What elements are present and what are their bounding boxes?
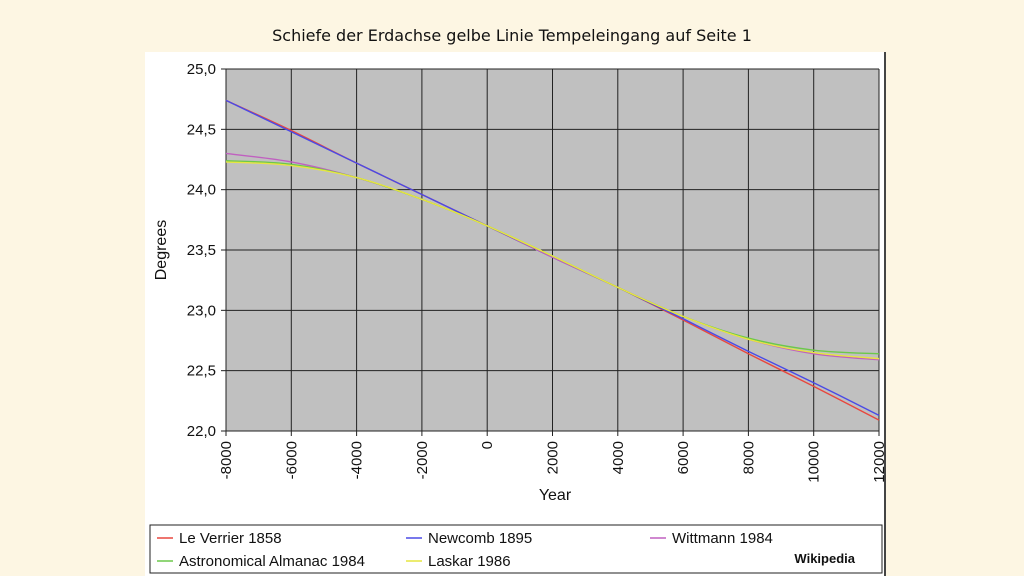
x-tick-label: -2000 [414,441,431,479]
x-tick-label: -8000 [218,441,235,479]
source-label: Wikipedia [794,551,855,566]
legend: Le Verrier 1858 Newcomb 1895 Wittmann 1984… [157,530,773,570]
x-tick-label: 4000 [610,441,627,474]
x-tick-label: 2000 [545,441,562,474]
x-axis-title: Year [539,487,572,504]
y-tick-label: 23,5 [187,242,216,259]
legend-label: Astronomical Almanac 1984 [179,553,365,570]
y-axis-title: Degrees [153,220,170,280]
grid-lines [221,68,880,436]
divider-line [884,52,886,576]
legend-label: Newcomb 1895 [428,530,532,547]
legend-label: Laskar 1986 [428,553,511,570]
y-tick-label: 23,0 [187,302,216,319]
slide-title: Schiefe der Erdachse gelbe Linie Tempele… [272,26,752,45]
y-axis-ticks: 22,0 22,5 23,0 23,5 24,0 24,5 25,0 [187,61,216,440]
x-tick-label: 0 [479,441,496,449]
legend-label: Le Verrier 1858 [179,530,282,547]
x-tick-label: 8000 [740,441,757,474]
series-line [225,161,880,360]
x-tick-label: 10000 [806,441,823,483]
y-tick-label: 22,5 [187,363,216,380]
x-tick-label: -6000 [283,441,300,479]
legend-label: Wittmann 1984 [672,530,773,547]
y-tick-label: 25,0 [187,61,216,78]
series-lines [225,99,880,421]
y-tick-label: 22,0 [187,423,216,440]
x-tick-label: -4000 [349,441,366,479]
y-tick-label: 24,0 [187,182,216,199]
legend-box [149,524,883,574]
y-tick-label: 24,5 [187,121,216,138]
x-tick-label: 6000 [675,441,692,474]
x-tick-label: 12000 [871,441,888,483]
x-axis-ticks: -8000 -6000 -4000 -2000 0 2000 4000 6000 8000 100… [218,441,888,483]
